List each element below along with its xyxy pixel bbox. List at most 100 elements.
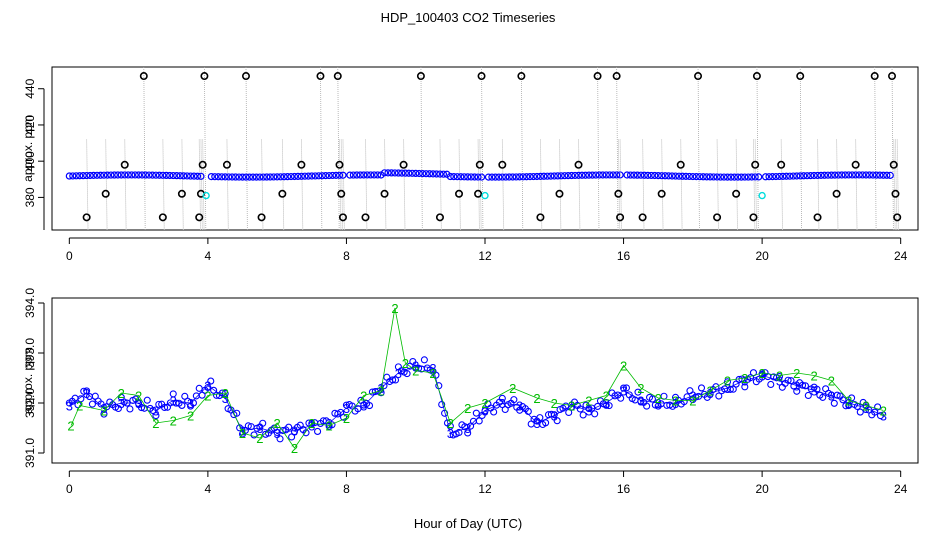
co2-point (658, 172, 666, 180)
outlier-point (893, 213, 902, 222)
outlier-point (751, 160, 760, 169)
co2-point (197, 172, 205, 180)
co2-point (304, 172, 312, 180)
co2-point (107, 171, 115, 179)
marker-3: 3 (793, 379, 800, 394)
outlier-point (713, 213, 722, 222)
series-point (354, 405, 362, 413)
co2-point (235, 173, 243, 181)
co2-point (661, 172, 669, 180)
series-point (314, 427, 322, 435)
co2-point (148, 171, 157, 179)
spike-line (481, 66, 484, 231)
co2-point (394, 169, 402, 177)
marker-2: 2 (412, 364, 419, 379)
x-tick-label: 0 (66, 482, 73, 496)
co2-point (221, 173, 229, 181)
co2-point (682, 172, 690, 180)
marker-2: 2 (759, 366, 766, 381)
series-point (660, 392, 668, 400)
co2-point (231, 173, 240, 181)
series-point (833, 391, 841, 399)
co2-point (477, 173, 486, 181)
marker-2: 2 (862, 399, 869, 414)
co2-point (242, 173, 250, 181)
series-point (391, 376, 400, 384)
spike-line (479, 139, 482, 231)
y-tick-label: 391.0 (23, 438, 37, 468)
series-point (236, 424, 244, 432)
series-point (726, 385, 734, 393)
y-tick-label: 420 (23, 115, 37, 135)
series-point (88, 400, 96, 408)
co2-point (730, 173, 739, 181)
co2-point (529, 172, 538, 181)
co2-point (744, 173, 752, 181)
co2-point (644, 171, 652, 179)
series-point (813, 385, 821, 393)
co2-point (159, 171, 167, 179)
spike-line (680, 139, 683, 231)
co2-point (522, 173, 531, 181)
marker-3: 3 (655, 396, 662, 411)
marker-3: 3 (274, 426, 281, 441)
co2-point (83, 171, 91, 180)
outlier-point (555, 189, 564, 198)
co2-point (474, 173, 482, 181)
series-point (804, 391, 812, 400)
series-point (80, 387, 88, 395)
co2-point (768, 173, 777, 181)
spike-line (753, 139, 756, 231)
series-point (842, 402, 850, 410)
series-point (524, 407, 532, 415)
co2-point (471, 173, 479, 181)
co2-point (723, 173, 732, 181)
outlier-point (676, 160, 685, 169)
series-point (77, 395, 85, 403)
co2-point (370, 171, 378, 179)
series-point (510, 396, 518, 404)
marker-2: 2 (222, 386, 229, 401)
series-point (683, 393, 691, 401)
co2-point (595, 171, 603, 179)
co2-point (391, 169, 399, 177)
spike-line (501, 139, 505, 231)
spike-line (365, 139, 368, 231)
marker-3: 3 (481, 404, 488, 419)
co2-point (678, 172, 687, 180)
co2-point (675, 172, 683, 180)
co2-point (145, 171, 153, 179)
co2-point (571, 171, 579, 180)
co2-point (824, 171, 832, 179)
outlier-point (316, 72, 325, 81)
co2-point (287, 172, 295, 181)
co2-point (578, 171, 586, 179)
co2-point (266, 173, 274, 181)
co2-point (845, 171, 853, 179)
co2-point (283, 173, 292, 181)
marker-2: 2 (568, 399, 575, 414)
co2-point (457, 173, 465, 181)
marker-2: 2 (880, 404, 887, 419)
marker-2: 2 (100, 404, 107, 419)
series-point (787, 377, 795, 385)
spike-line (642, 139, 645, 231)
y-tick-label: 380 (23, 187, 37, 207)
series-point (490, 408, 498, 416)
marker-3: 3 (585, 404, 592, 419)
series-point (579, 411, 587, 419)
top-panel: 0 4 8 12 16 20 24 380 400 420 440 approx. ppm (21, 66, 919, 263)
co2-point (218, 173, 226, 181)
marker-3: 3 (187, 396, 194, 411)
marker-3: 3 (689, 389, 696, 404)
outlier-point (638, 213, 647, 222)
outlier-point (335, 160, 344, 169)
co2-point (803, 172, 811, 180)
co2-point (86, 171, 94, 180)
spike-line (661, 139, 664, 231)
plot-frame (51, 297, 919, 464)
marker-3: 3 (516, 399, 523, 414)
x-tick-label: 8 (343, 249, 350, 263)
series-point (288, 433, 296, 441)
co2-point (557, 172, 565, 180)
